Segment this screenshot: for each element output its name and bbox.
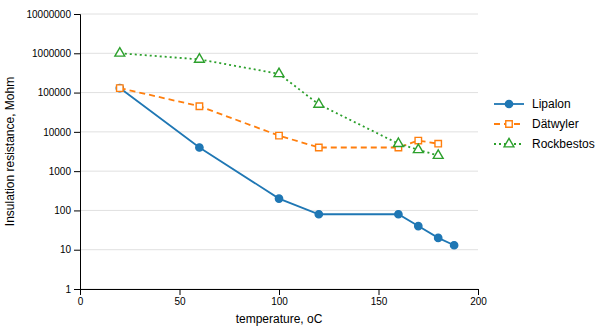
series-point: [196, 103, 202, 109]
x-tick: 100: [271, 289, 288, 307]
legend-item: Rockbestos: [494, 137, 595, 151]
y-tick-label: 1000: [49, 166, 72, 177]
series-point: [393, 138, 403, 147]
series-point: [395, 211, 402, 218]
series-point: [435, 234, 442, 241]
axis-domain: [81, 290, 479, 296]
legend-marker: [505, 100, 512, 107]
y-tick-label: 100: [54, 205, 71, 216]
series-line: [120, 88, 454, 245]
x-tick-label: 50: [174, 296, 186, 307]
axis-domain: [74, 15, 81, 290]
series-point: [413, 144, 423, 153]
series-point: [276, 132, 282, 138]
x-tick: 0: [78, 289, 84, 307]
series-point: [194, 54, 204, 63]
series-point: [275, 195, 282, 202]
y-axis-title: Insulation resistance, Mohm: [3, 77, 17, 226]
legend-item: Dätwyler: [494, 117, 579, 131]
legend-item: Lipalon: [494, 97, 571, 111]
y-tick: 100: [54, 205, 80, 216]
x-tick-label: 0: [78, 296, 84, 307]
marks: [115, 48, 458, 249]
y-tick: 10000: [43, 127, 80, 138]
grid-line: [80, 171, 478, 172]
x-tick-mark: [379, 289, 380, 295]
y-tick: 100000: [38, 87, 80, 98]
series-point: [314, 99, 324, 108]
series-point: [117, 85, 123, 91]
y-tick-label: 100000: [38, 87, 72, 98]
x-tick-label: 200: [470, 296, 487, 307]
legend-label: Dätwyler: [532, 117, 579, 131]
y-tick: 10: [60, 244, 80, 255]
y-tick-label: 10000000: [27, 9, 72, 20]
series-point: [450, 242, 457, 249]
x-axis: 0 50 100 150 200: [78, 289, 488, 307]
series-point: [115, 48, 125, 57]
x-tick-mark: [279, 289, 280, 295]
x-tick: 150: [371, 289, 388, 307]
y-tick-label: 10000: [43, 127, 71, 138]
grid: [80, 14, 478, 289]
y-tick-label: 1000000: [32, 48, 71, 59]
legend-marker: [504, 138, 514, 147]
y-tick-mark: [74, 53, 80, 54]
x-tick: 200: [470, 289, 487, 307]
y-tick: 1000: [49, 166, 80, 177]
series-point: [116, 84, 123, 91]
grid-line: [80, 53, 478, 54]
y-axis: 1 10 100 1000 10000 100000 1000000 10000000: [27, 9, 81, 295]
series-point: [433, 150, 443, 159]
series-point: [274, 68, 284, 77]
legend: Lipalon Dätwyler Rockbestos: [494, 97, 595, 151]
y-tick: 1000000: [32, 48, 80, 59]
y-tick-label: 1: [65, 284, 71, 295]
x-tick-label: 150: [371, 296, 388, 307]
plot: 0 50 100 150 200 1 10 100 1000 10000 100000 1000000…: [27, 9, 488, 307]
x-tick-mark: [478, 289, 479, 295]
x-axis-title: temperature, oC: [236, 312, 323, 326]
y-tick-mark: [74, 132, 80, 133]
series-point: [196, 144, 203, 151]
y-tick-mark: [74, 289, 80, 290]
y-tick-mark: [74, 250, 80, 251]
x-tick-mark: [180, 289, 181, 295]
chart: 0 50 100 150 200 1 10 100 1000 10000 100000 1000000…: [0, 0, 602, 331]
y-tick-mark: [74, 93, 80, 94]
y-tick-mark: [74, 171, 80, 172]
y-tick-mark: [74, 14, 80, 15]
legend-label: Rockbestos: [532, 137, 595, 151]
grid-line: [80, 249, 478, 250]
x-tick-label: 100: [271, 296, 288, 307]
series-point: [316, 144, 322, 150]
y-tick: 10000000: [27, 9, 81, 20]
series-line: [120, 53, 438, 155]
x-tick: 50: [174, 289, 186, 307]
legend-label: Lipalon: [532, 97, 571, 111]
y-tick-mark: [74, 210, 80, 211]
series-line: [120, 88, 438, 147]
y-tick-label: 10: [60, 244, 72, 255]
series-point: [435, 140, 441, 146]
legend-marker: [506, 121, 512, 127]
series-point: [415, 222, 422, 229]
grid-line: [80, 14, 478, 15]
y-tick: 1: [65, 284, 80, 295]
grid-line: [80, 210, 478, 211]
series-point: [315, 211, 322, 218]
